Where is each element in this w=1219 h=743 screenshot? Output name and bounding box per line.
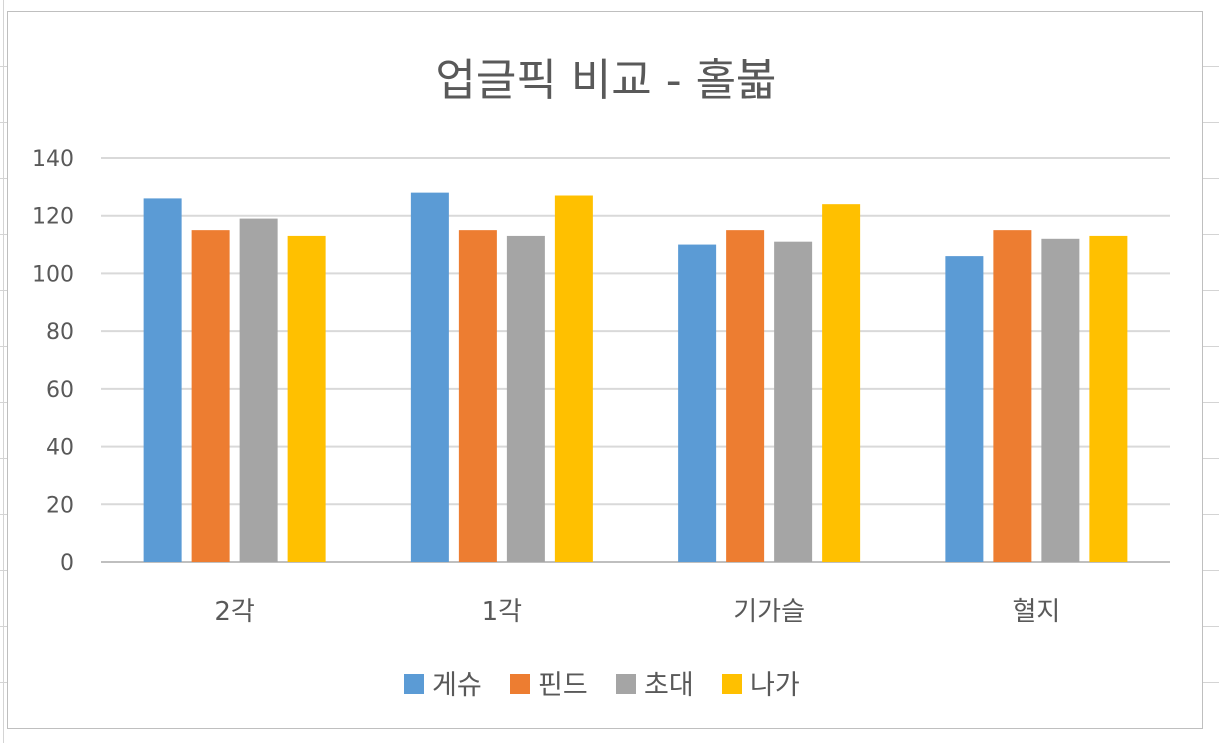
bar [458, 230, 497, 562]
bar [239, 218, 278, 562]
y-tick-label: 140 [32, 147, 74, 172]
category-label: 혈지 [1012, 597, 1060, 627]
legend-label: 게슈 [432, 670, 482, 701]
legend-swatch [510, 674, 530, 694]
bar [726, 230, 765, 562]
legend-swatch [616, 674, 636, 694]
y-tick-label: 120 [32, 205, 74, 230]
legend-label: 핀드 [538, 670, 588, 701]
bar [822, 204, 861, 562]
bar [410, 192, 449, 562]
y-tick-label: 20 [46, 493, 74, 518]
y-tick-label: 60 [46, 378, 74, 403]
bar [678, 244, 717, 563]
bar [191, 230, 230, 562]
bar [993, 230, 1032, 562]
y-tick-label: 0 [60, 551, 74, 576]
sheet-vline [3, 0, 4, 743]
legend-swatch [722, 674, 742, 694]
bar [774, 241, 813, 562]
bar [1089, 235, 1128, 562]
bar [1041, 238, 1080, 563]
y-tick-label: 100 [32, 262, 74, 287]
bar [506, 235, 545, 562]
legend-swatch [404, 674, 424, 694]
bar [143, 198, 182, 562]
category-label: 1각 [482, 597, 522, 627]
bar [554, 195, 593, 562]
category-label: 기가슬 [733, 597, 805, 627]
bar [287, 235, 326, 562]
y-tick-label: 80 [46, 320, 74, 345]
chart-title: 업글픽 비교 - 홀볿 [435, 55, 777, 106]
y-tick-label: 40 [46, 436, 74, 461]
legend-label: 초대 [644, 670, 694, 701]
legend-label: 나가 [750, 670, 800, 701]
bar [945, 256, 984, 562]
category-label: 2각 [214, 597, 254, 627]
